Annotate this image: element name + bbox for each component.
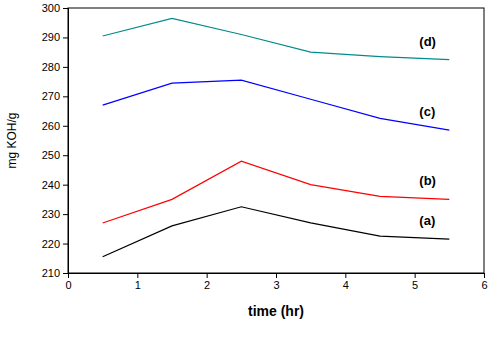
- y-tick: 240: [42, 179, 68, 191]
- y-tick-label: 240: [42, 179, 60, 191]
- lines: [103, 18, 450, 257]
- y-tick-mark: [63, 37, 68, 38]
- x-tick-label: 2: [204, 279, 210, 291]
- x-axis-title: time (hr): [248, 303, 304, 319]
- y-tick-label: 210: [42, 267, 60, 279]
- y-tick-mark: [63, 8, 68, 9]
- x-tick-mark: [137, 273, 138, 278]
- y-axis: 210 220 230 240 250 260 270 280 290 300: [42, 2, 69, 279]
- y-tick: 300: [42, 2, 68, 14]
- series-line: [103, 80, 450, 130]
- y-tick-mark: [63, 126, 68, 127]
- chart: 0 1 2 3 4 5 6 210 220 230 240 250 260 270 280 290 300 (a)…: [0, 0, 504, 338]
- y-tick-mark: [63, 214, 68, 215]
- x-axis: 0 1 2 3 4 5 6: [65, 273, 487, 291]
- y-tick-label: 280: [42, 61, 60, 73]
- y-axis-line: [63, 9, 69, 274]
- x-tick: 2: [204, 273, 210, 291]
- x-tick: 0: [65, 273, 71, 291]
- x-tick-label: 5: [412, 279, 418, 291]
- y-axis-title: mg KOH/g: [5, 112, 19, 168]
- y-tick-mark: [63, 96, 68, 97]
- y-tick-mark: [63, 185, 68, 186]
- x-tick-mark: [415, 273, 416, 278]
- x-tick-label: 4: [343, 279, 349, 291]
- series-line: [103, 18, 450, 59]
- x-tick-label: 1: [135, 279, 141, 291]
- series-label: (b): [419, 173, 436, 188]
- series-labels: (a) (b) (c) (d): [419, 34, 436, 229]
- x-tick-label: 6: [481, 279, 487, 291]
- y-tick: 290: [42, 31, 68, 43]
- x-tick: 4: [343, 273, 349, 291]
- y-tick-label: 250: [42, 149, 60, 161]
- y-tick-mark: [63, 155, 68, 156]
- x-tick-label: 3: [273, 279, 279, 291]
- y-tick: 210: [42, 267, 68, 279]
- y-tick-label: 230: [42, 208, 60, 220]
- x-tick: 5: [412, 273, 418, 291]
- x-axis-line: [69, 274, 485, 279]
- y-tick-mark: [63, 273, 68, 274]
- y-tick-label: 290: [42, 31, 60, 43]
- y-tick-label: 300: [42, 2, 60, 14]
- x-tick-mark: [207, 273, 208, 278]
- plot-frame: [68, 8, 484, 273]
- y-tick: 220: [42, 238, 68, 250]
- series-label: (a): [419, 213, 435, 228]
- x-tick: 6: [481, 273, 487, 291]
- y-tick: 250: [42, 149, 68, 161]
- series-line: [103, 161, 450, 223]
- y-tick-mark: [63, 67, 68, 68]
- y-tick: 280: [42, 61, 68, 73]
- series-line: [103, 207, 450, 257]
- plot: 0 1 2 3 4 5 6 210 220 230 240 250 260 270 280 290 300 (a)…: [42, 2, 488, 291]
- x-tick-mark: [276, 273, 277, 278]
- y-tick: 230: [42, 208, 68, 220]
- y-tick-label: 220: [42, 238, 60, 250]
- x-tick-mark: [484, 273, 485, 278]
- y-tick: 260: [42, 120, 68, 132]
- x-tick-mark: [345, 273, 346, 278]
- x-tick-label: 0: [65, 279, 71, 291]
- y-tick-label: 270: [42, 90, 60, 102]
- series-label: (d): [419, 34, 436, 49]
- x-tick: 3: [273, 273, 279, 291]
- series-label: (c): [419, 104, 435, 119]
- y-tick-label: 260: [42, 120, 60, 132]
- y-tick: 270: [42, 90, 68, 102]
- x-tick: 1: [135, 273, 141, 291]
- y-tick-mark: [63, 244, 68, 245]
